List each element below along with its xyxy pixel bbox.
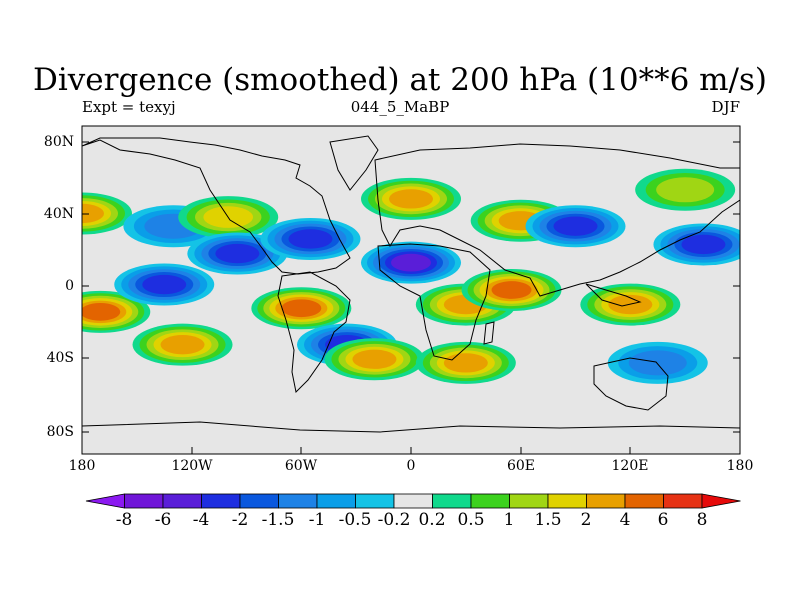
colorbar-label: 1.5 [534, 510, 562, 530]
season-label: DJF [711, 98, 740, 116]
contour-band [288, 229, 333, 249]
field-anomaly [461, 269, 562, 311]
contour-band [352, 349, 397, 369]
colorbar-swatch [547, 493, 587, 509]
colorbar-swatch [624, 493, 664, 509]
lat-tick-label: 40N [43, 206, 74, 222]
colorbar [85, 493, 741, 509]
colorbar-swatch [509, 493, 549, 509]
colorbar-label: -6 [154, 510, 172, 530]
case-label: 044_5_MaBP [350, 98, 450, 116]
contour-band [82, 203, 104, 224]
lon-tick-label: 0 [406, 458, 416, 474]
continent-outlines [82, 135, 740, 433]
lon-tick-label: 180 [68, 458, 96, 474]
lat-tick-label: 80S [46, 424, 74, 440]
colorbar-swatch [432, 493, 472, 509]
colorbar-label: 2 [580, 510, 592, 530]
colorbar-label: -4 [192, 510, 210, 530]
colorbar-swatch [393, 493, 433, 509]
field-anomaly [251, 287, 352, 330]
contour-band [553, 216, 598, 236]
field-anomaly [324, 338, 425, 381]
contour-band [391, 253, 431, 272]
contour-band [389, 189, 433, 209]
colorbar-label: -8 [115, 510, 133, 530]
colorbar-swatch [162, 493, 202, 509]
contour-band [82, 303, 121, 321]
contour-band [681, 234, 726, 255]
field-anomaly [635, 168, 736, 211]
plot-title: Divergence (smoothed) at 200 hPa (10**6 … [33, 62, 767, 98]
colorbar-label: 4 [619, 510, 631, 530]
contour-band [656, 177, 715, 203]
field-anomaly [260, 217, 361, 260]
colorbar-swatch [124, 493, 164, 509]
colorbar-label: -1.5 [261, 510, 295, 530]
lon-tick-label: 60E [506, 458, 536, 474]
lat-tick-label: 40S [46, 350, 74, 366]
colorbar-swatch [586, 493, 626, 509]
field-anomaly [653, 223, 740, 266]
colorbar-label: 6 [657, 510, 669, 530]
contour-band [142, 274, 187, 295]
lat-tick-label: 0 [65, 278, 74, 294]
field-anomaly [82, 192, 132, 235]
field-anomaly [114, 263, 215, 306]
contour-band [443, 353, 488, 373]
field-anomaly [525, 205, 626, 248]
colorbar-swatch [239, 493, 279, 509]
colorbar-label: -0.2 [377, 510, 411, 530]
contour-band [491, 281, 532, 299]
field-anomaly [132, 323, 233, 366]
colorbar-swatch [316, 493, 356, 509]
colorbar-label: 0.2 [418, 510, 446, 530]
field-anomaly [82, 290, 151, 333]
colorbar-label: -1 [308, 510, 326, 530]
contour-band [628, 350, 687, 376]
field-anomaly [361, 177, 461, 220]
colorbar-swatch [201, 493, 241, 509]
contour-band [281, 299, 322, 318]
colorbar-label: -2 [231, 510, 249, 530]
colorbar-swatch [85, 493, 125, 509]
lon-ticks [81, 447, 741, 454]
colorbar-label: 1 [503, 510, 515, 530]
lat-ticks [82, 141, 740, 433]
colorbar-swatch [355, 493, 395, 509]
experiment-label: Expt = texyj [82, 98, 176, 116]
divergence-field [82, 126, 740, 454]
colorbar-swatch [701, 493, 741, 509]
lat-tick-label: 80N [43, 134, 74, 150]
lon-tick-label: 60W [284, 458, 318, 474]
colorbar-label: 0.5 [457, 510, 485, 530]
colorbar-swatch [278, 493, 318, 509]
lon-tick-label: 120W [171, 458, 213, 474]
field-anomaly [607, 341, 708, 384]
contour-band [215, 243, 260, 264]
field-anomaly [361, 241, 461, 284]
colorbar-swatch [470, 493, 510, 509]
lon-tick-label: 180 [726, 458, 754, 474]
lon-tick-label: 120E [611, 458, 649, 474]
colorbar-swatch [663, 493, 703, 509]
contour-band [160, 335, 205, 355]
colorbar-label: 8 [696, 510, 708, 530]
colorbar-label: -0.5 [338, 510, 372, 530]
